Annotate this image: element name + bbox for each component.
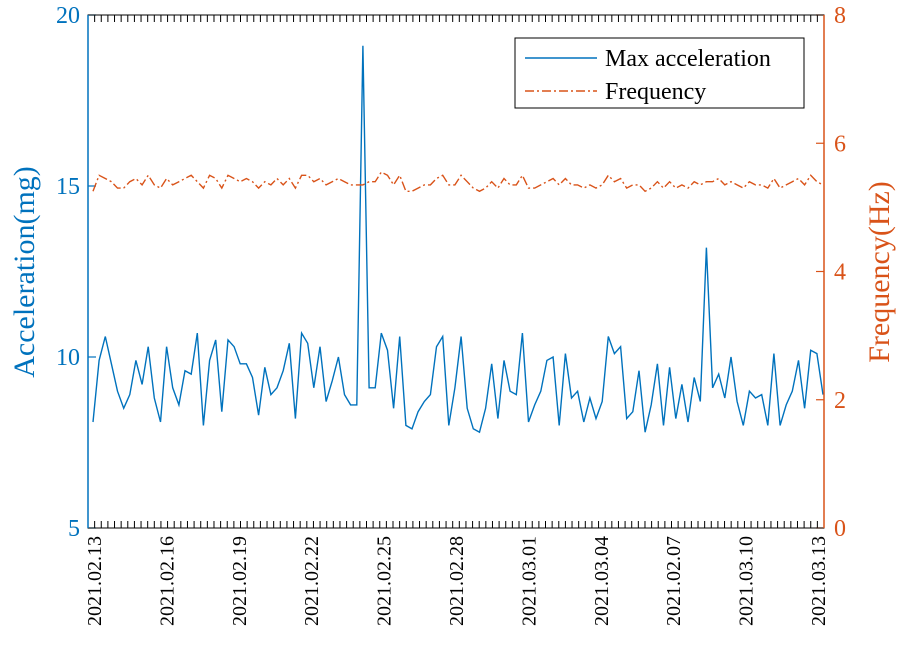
right-y-tick-label: 6 [834, 131, 846, 157]
x-tick-label: 2021.03.04 [591, 536, 613, 626]
left-y-axis-label: Acceleration(mg) [8, 166, 41, 378]
left-y-tick-label: 10 [56, 345, 80, 371]
left-y-tick-label: 20 [56, 3, 80, 29]
right-y-tick-label: 4 [834, 260, 846, 286]
left-y-tick-labels: 5 10 15 20 [56, 3, 80, 542]
x-tick-label: 2021.02.07 [663, 536, 685, 626]
left-y-tick-label: 5 [68, 516, 80, 542]
legend-label-max-acceleration: Max acceleration [605, 46, 771, 72]
right-y-tick-label: 0 [834, 516, 846, 542]
series-layer [92, 45, 824, 434]
right-y-tick-labels: 0 2 4 6 8 [834, 3, 846, 542]
x-tick-label: 2021.03.10 [736, 536, 758, 626]
legend-box [514, 37, 805, 109]
x-tick-label: 2021.02.25 [374, 536, 396, 626]
frequency-series-line [92, 171, 824, 193]
max-acceleration-series-line [92, 45, 824, 434]
legend-label-frequency: Frequency [605, 79, 706, 105]
x-tick-label: 2021.02.28 [446, 536, 468, 626]
x-tick-label: 2021.03.01 [518, 536, 540, 626]
x-tick-label: 2021.02.19 [229, 536, 251, 626]
right-y-tick-label: 8 [834, 3, 846, 29]
legend: Max acceleration Frequency [514, 37, 805, 109]
x-tick-labels: 2021.02.13 2021.02.16 2021.02.19 2021.02.22… [84, 536, 830, 626]
x-tick-label: 2021.03.13 [808, 536, 830, 626]
right-y-axis-label: Frequency(Hz) [863, 181, 896, 363]
x-tick-label: 2021.02.13 [84, 536, 106, 626]
x-tick-label: 2021.02.22 [301, 536, 323, 626]
left-y-tick-label: 15 [56, 174, 80, 200]
x-tick-label: 2021.02.16 [156, 536, 178, 626]
right-y-tick-label: 2 [834, 388, 846, 414]
